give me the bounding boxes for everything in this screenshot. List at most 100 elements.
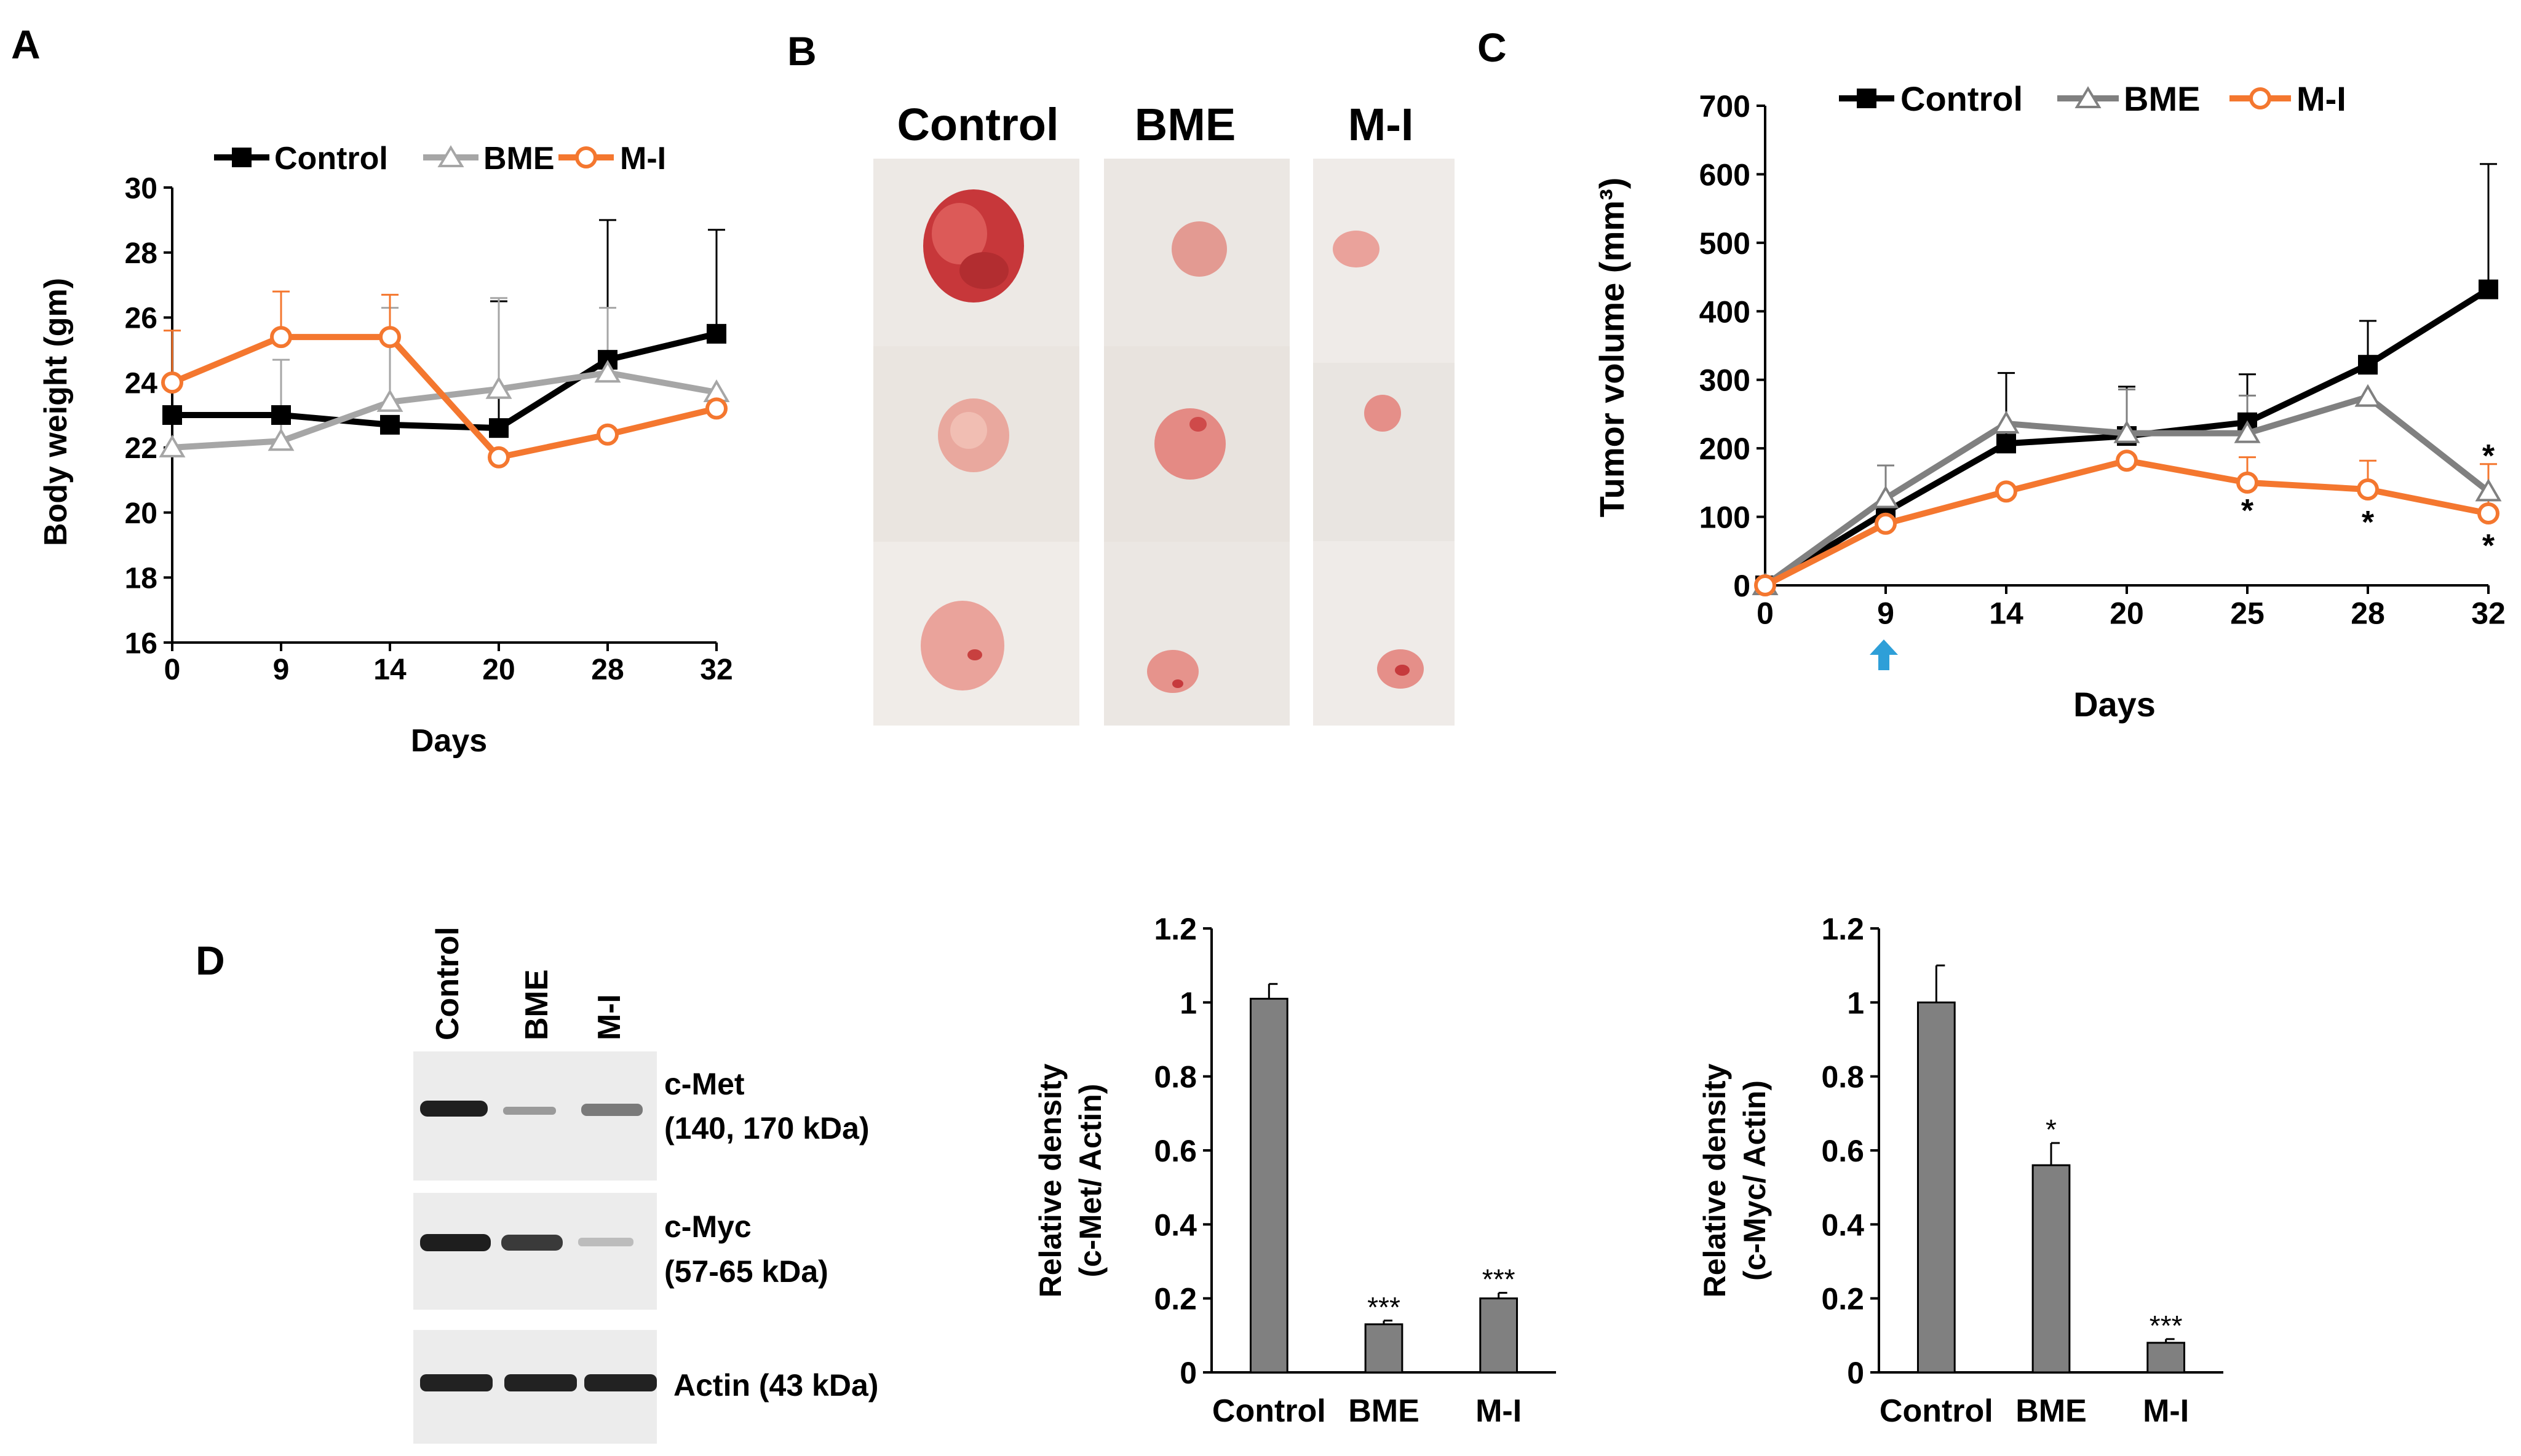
y-tick-label: 700 [1699, 89, 1750, 124]
y-tick-label: 24 [125, 367, 158, 400]
chart-c-x-axis-label: Days [2073, 685, 2156, 724]
blot-label-cmet-kda: (140, 170 kDa) [664, 1111, 870, 1145]
chart-c-legend: Control BME M-I [1839, 79, 2346, 118]
y-tick-label: 600 [1699, 157, 1750, 192]
blot-label-cmyc-kda: (57-65 kDa) [664, 1254, 828, 1289]
legend-marker-mi [2249, 87, 2271, 109]
x-tick-label: 20 [482, 654, 515, 686]
chart-a-legend-bme: BME [483, 141, 555, 176]
bar-bme [2031, 1164, 2071, 1374]
x-tick-label: Control [1880, 1393, 1993, 1429]
blot-label-actin: Actin (43 kDa) [673, 1368, 878, 1403]
data-point-control [2358, 355, 2378, 375]
chart-a-x-axis-label: Days [411, 723, 487, 759]
data-point-bme [2113, 420, 2140, 443]
chart-c-legend-control: Control [1900, 79, 2023, 118]
bar-control [1916, 1001, 1956, 1374]
treatment-start-arrow-icon [1870, 639, 1898, 670]
data-point-bme [1872, 485, 1899, 508]
y-tick-label: 400 [1699, 295, 1750, 329]
y-tick-label: 26 [125, 303, 157, 335]
x-tick-label: 32 [700, 654, 732, 686]
data-point-mi [2236, 471, 2258, 494]
y-tick-label: 0.8 [1821, 1060, 1864, 1094]
panel-b-col-mi: M-I [1348, 99, 1414, 150]
x-tick-label: 14 [1989, 596, 2023, 631]
blot-lane-label-control: Control [430, 927, 466, 1040]
data-point-control [162, 405, 182, 425]
y-tick-label: 28 [125, 237, 157, 270]
series-line-m-i [1763, 457, 2489, 588]
data-point-bme [594, 360, 621, 383]
panel-label-b: B [787, 28, 817, 74]
bar-control [1249, 997, 1288, 1374]
blot-lane-label-mi: M-I [592, 994, 627, 1040]
y-tick-label: 0.2 [1154, 1282, 1197, 1316]
significance-marker: *** [2150, 1310, 2183, 1342]
panel-label-c: C [1477, 25, 1507, 70]
y-tick-label: 16 [125, 627, 157, 660]
data-point-mi [1754, 574, 1776, 596]
legend-marker-bme [2074, 86, 2102, 108]
x-tick-label: M-I [1475, 1393, 1522, 1429]
data-point-bme [1993, 411, 2020, 434]
significance-marker: *** [1482, 1264, 1515, 1296]
data-point-bme [485, 376, 512, 399]
y-tick-label: 0 [1180, 1356, 1197, 1390]
x-tick-label: BME [2015, 1393, 2087, 1429]
significance-star: * [2362, 505, 2375, 540]
y-tick-label: 0.8 [1154, 1060, 1197, 1094]
x-tick-label: 28 [2351, 596, 2385, 631]
data-point-bme [2234, 420, 2261, 443]
data-point-control [1996, 433, 2016, 454]
y-tick-label: 0.6 [1821, 1134, 1864, 1168]
y-tick-label: 1 [1180, 986, 1197, 1020]
blot-label-cmyc: c-Myc [664, 1209, 752, 1244]
data-point-mi [2477, 502, 2499, 524]
y-tick-label: 0.4 [1154, 1208, 1197, 1242]
chart-a-body-weight: Control BME M-I 16 18 20 22 24 26 28 30 0 9 14 20 28… [38, 141, 733, 759]
data-point-bme [376, 389, 403, 412]
x-tick-label: 14 [373, 654, 407, 686]
y-tick-label: 30 [125, 172, 157, 205]
data-point-mi [488, 446, 510, 469]
legend-marker-bme [437, 145, 464, 167]
x-tick-label: 20 [2110, 596, 2144, 631]
x-tick-label: BME [1348, 1393, 1419, 1429]
panel-b-col-control: Control [897, 99, 1058, 150]
data-point-mi [2357, 478, 2379, 501]
tumor-mi-1 [1333, 231, 1380, 267]
blot-lane-label-bme: BME [519, 969, 555, 1040]
data-point-bme [268, 428, 295, 451]
significance-marker: *** [1367, 1291, 1400, 1323]
data-point-mi [379, 326, 401, 349]
data-point-control [489, 418, 509, 438]
chart-a-legend: Control BME M-I [214, 141, 666, 176]
panel-b-col-bme: BME [1135, 99, 1236, 150]
tumor-bme-3 [1147, 650, 1199, 693]
x-tick-label: 32 [2471, 596, 2506, 631]
x-tick-label: 28 [591, 654, 624, 686]
data-point-mi [1875, 512, 1897, 535]
y-tick-label: 20 [125, 497, 157, 530]
tumor-control-3 [921, 601, 1004, 690]
x-tick-label: 9 [1877, 596, 1894, 631]
x-tick-label: 0 [164, 654, 181, 686]
chart-c-tumor-volume: Control BME M-I 0 100 200 300 400 500 600 700 0 9… [1592, 79, 2506, 724]
x-tick-label: Control [1212, 1393, 1326, 1429]
data-point-mi [1995, 480, 2017, 503]
series-line-control [172, 330, 718, 432]
data-point-control [2479, 279, 2498, 299]
panel-label-d: D [196, 938, 225, 983]
data-point-control [707, 323, 726, 344]
y-tick-label: 500 [1699, 226, 1750, 261]
chart-d1-y-axis-label-1: Relative density [1033, 1063, 1068, 1297]
y-tick-label: 1.2 [1154, 912, 1197, 946]
x-tick-label: 0 [1757, 596, 1774, 631]
data-point-bme [2354, 384, 2381, 407]
significance-star: * [2482, 528, 2495, 564]
panel-b-tumor-photos: Control BME M-I [873, 99, 1455, 726]
chart-a-legend-mi: M-I [620, 141, 666, 176]
legend-marker-control [232, 148, 252, 167]
